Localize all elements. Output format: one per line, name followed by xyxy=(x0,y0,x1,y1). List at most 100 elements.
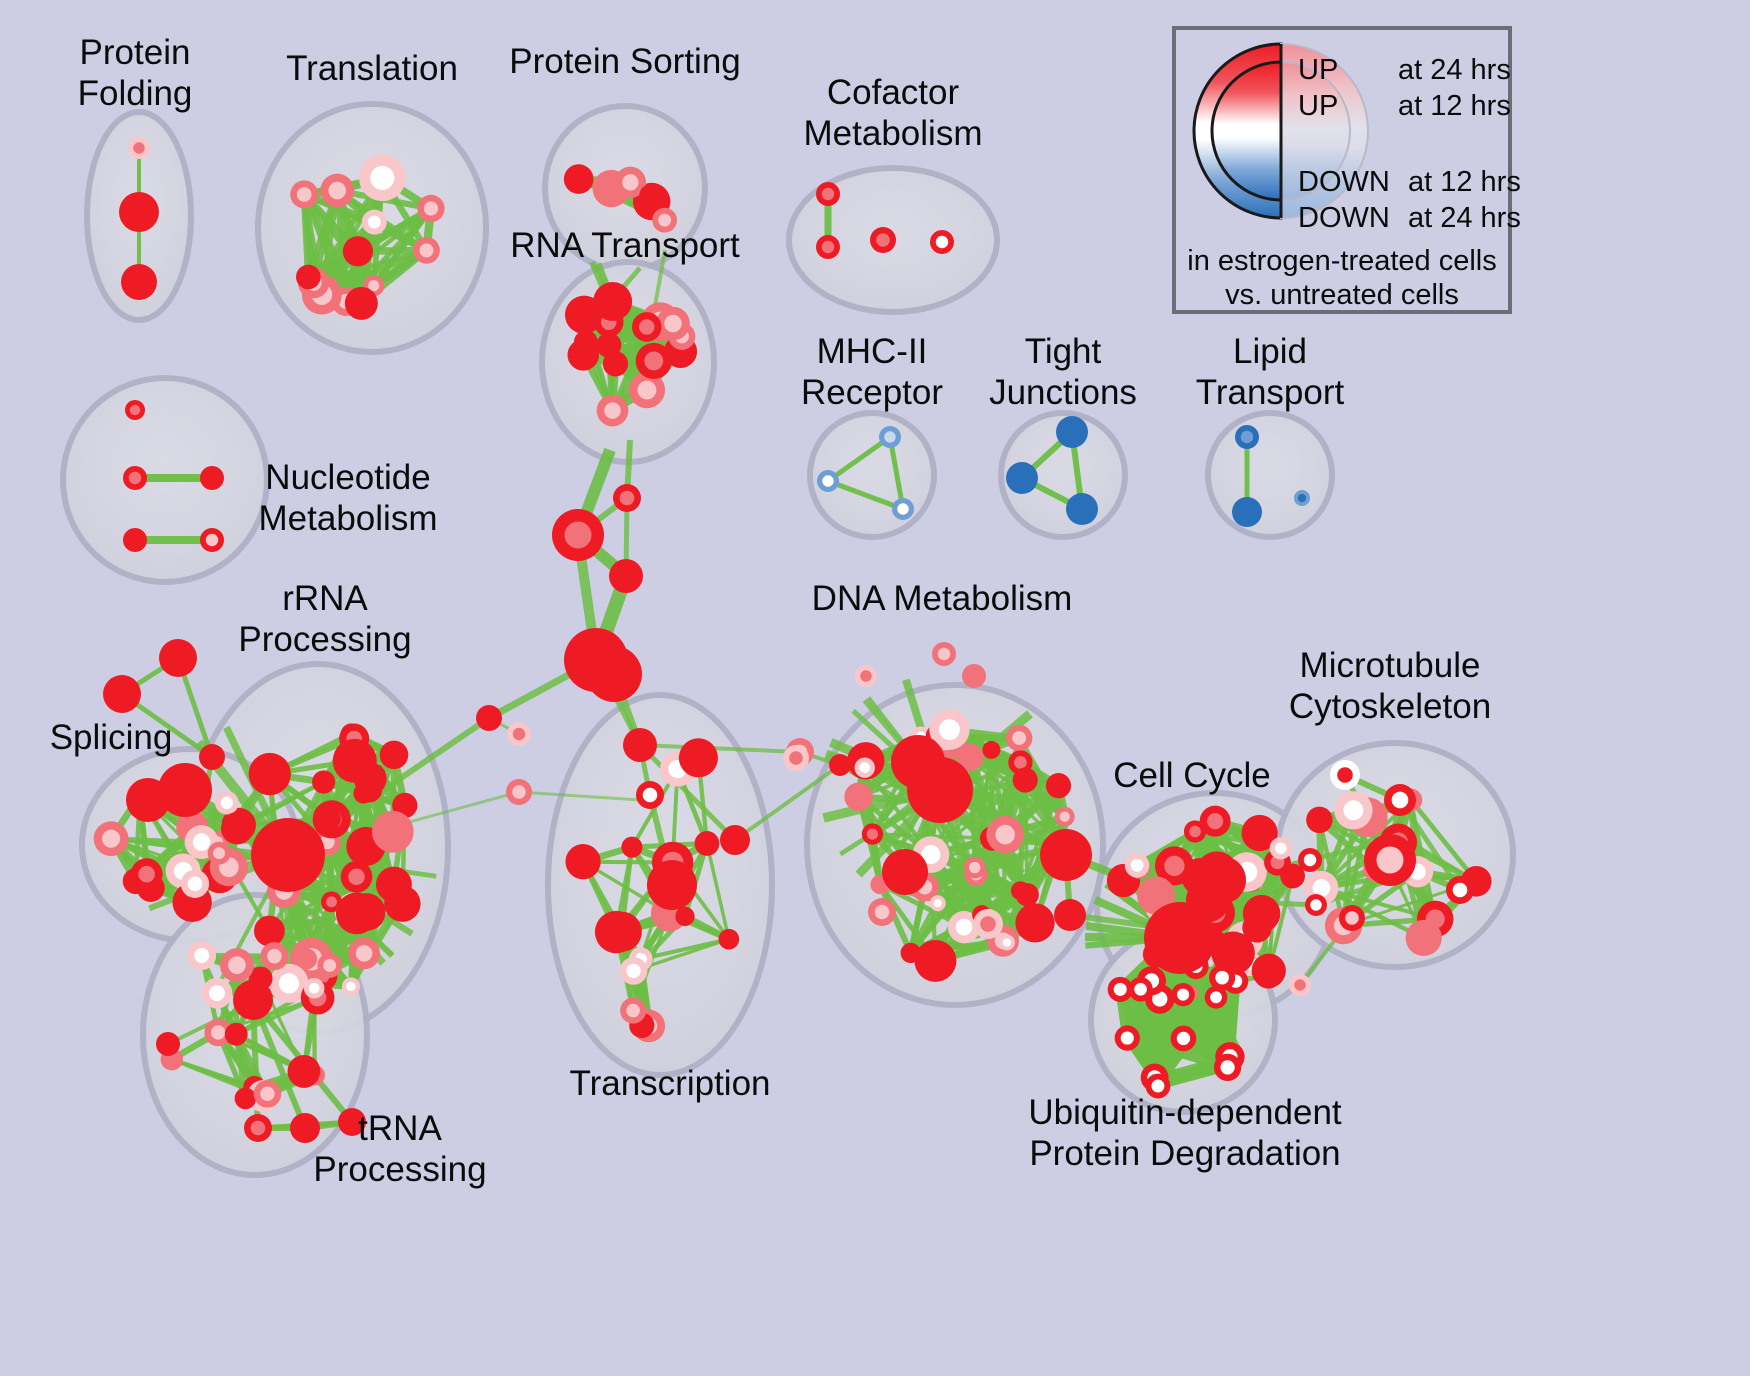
network-node xyxy=(207,841,231,865)
network-node xyxy=(341,977,361,996)
network-node xyxy=(199,744,225,770)
network-node xyxy=(156,1032,180,1056)
legend-state-up-24: UP xyxy=(1298,54,1339,86)
network-node xyxy=(694,831,720,856)
network-node xyxy=(233,980,273,1020)
network-node xyxy=(1040,829,1092,881)
network-node xyxy=(317,953,343,978)
network-node xyxy=(1384,784,1416,816)
network-edge xyxy=(250,998,308,1130)
network-node xyxy=(635,342,672,380)
network-edge xyxy=(312,247,428,286)
network-edge xyxy=(887,436,906,510)
network-node xyxy=(1183,820,1207,843)
network-node xyxy=(1204,985,1228,1009)
network-node xyxy=(552,509,604,561)
network-node xyxy=(338,1108,366,1136)
network-node xyxy=(1211,931,1255,975)
network-edge xyxy=(705,843,731,940)
network-node xyxy=(1005,724,1033,752)
network-node xyxy=(565,844,601,880)
network-node xyxy=(93,821,129,857)
network-node xyxy=(214,790,239,815)
network-node xyxy=(596,332,622,358)
network-edge xyxy=(877,883,914,955)
network-node xyxy=(248,752,291,796)
network-node xyxy=(413,237,440,264)
network-edge xyxy=(827,478,904,512)
network-node xyxy=(123,528,147,552)
network-node xyxy=(253,1080,282,1108)
network-node xyxy=(347,893,386,931)
network-node xyxy=(962,664,986,688)
network-node xyxy=(816,182,840,206)
network-node xyxy=(200,528,224,552)
network-node xyxy=(317,807,341,831)
network-node xyxy=(224,1022,248,1046)
network-edge xyxy=(826,434,892,484)
network-node xyxy=(356,776,383,803)
legend-state-down-12: DOWN xyxy=(1298,166,1390,198)
network-node xyxy=(1054,899,1086,931)
network-node xyxy=(125,400,145,420)
legend-footer-line2: vs. untreated cells xyxy=(1225,279,1459,311)
network-node xyxy=(930,230,954,254)
network-node xyxy=(900,942,921,964)
network-node xyxy=(476,705,502,731)
network-node xyxy=(1241,814,1278,852)
network-edge xyxy=(653,249,667,307)
network-edge xyxy=(518,790,641,802)
network-node xyxy=(1045,773,1072,799)
network-node xyxy=(601,911,642,952)
network-node xyxy=(631,312,662,342)
legend-time-down-12: at 12 hrs xyxy=(1408,166,1521,198)
network-node xyxy=(586,646,642,702)
network-node xyxy=(287,1054,321,1088)
network-node xyxy=(947,910,981,944)
network-node xyxy=(882,849,928,895)
network-node xyxy=(623,728,657,762)
network-node xyxy=(1306,806,1333,834)
network-node xyxy=(1405,919,1442,957)
legend-time-up-12: at 12 hrs xyxy=(1398,90,1511,122)
network-node xyxy=(619,957,648,985)
network-node xyxy=(371,810,414,853)
network-node xyxy=(636,781,664,809)
network-node xyxy=(344,286,378,320)
network-node xyxy=(1289,974,1311,996)
network-node xyxy=(593,282,633,322)
legend-ring-diagram xyxy=(1192,42,1369,220)
network-node xyxy=(1199,805,1231,837)
network-node xyxy=(891,735,945,789)
network-node xyxy=(628,371,666,409)
network-node xyxy=(1364,834,1416,886)
network-node xyxy=(652,207,678,233)
network-node xyxy=(829,754,851,776)
network-node xyxy=(817,470,839,492)
network-node xyxy=(290,1113,320,1143)
network-node xyxy=(1154,846,1194,886)
network-node xyxy=(123,466,147,490)
network-node xyxy=(342,236,373,267)
network-node xyxy=(1334,791,1373,830)
node-layer xyxy=(93,137,1492,1143)
network-node xyxy=(1294,490,1310,506)
legend-state-up-12: UP xyxy=(1298,90,1339,122)
network-node xyxy=(1213,1053,1242,1082)
network-node xyxy=(320,173,355,208)
network-node xyxy=(1144,902,1216,974)
network-node xyxy=(1015,903,1055,943)
network-node xyxy=(1171,982,1195,1007)
network-node xyxy=(986,815,1024,854)
network-node xyxy=(609,559,643,593)
network-node xyxy=(1251,953,1286,988)
network-node xyxy=(321,891,342,913)
network-node xyxy=(1269,837,1292,860)
network-node xyxy=(128,137,150,159)
network-edge xyxy=(1341,810,1356,926)
network-node xyxy=(201,977,233,1009)
network-node xyxy=(1232,497,1262,527)
network-node xyxy=(1006,462,1038,494)
network-node xyxy=(379,740,409,770)
